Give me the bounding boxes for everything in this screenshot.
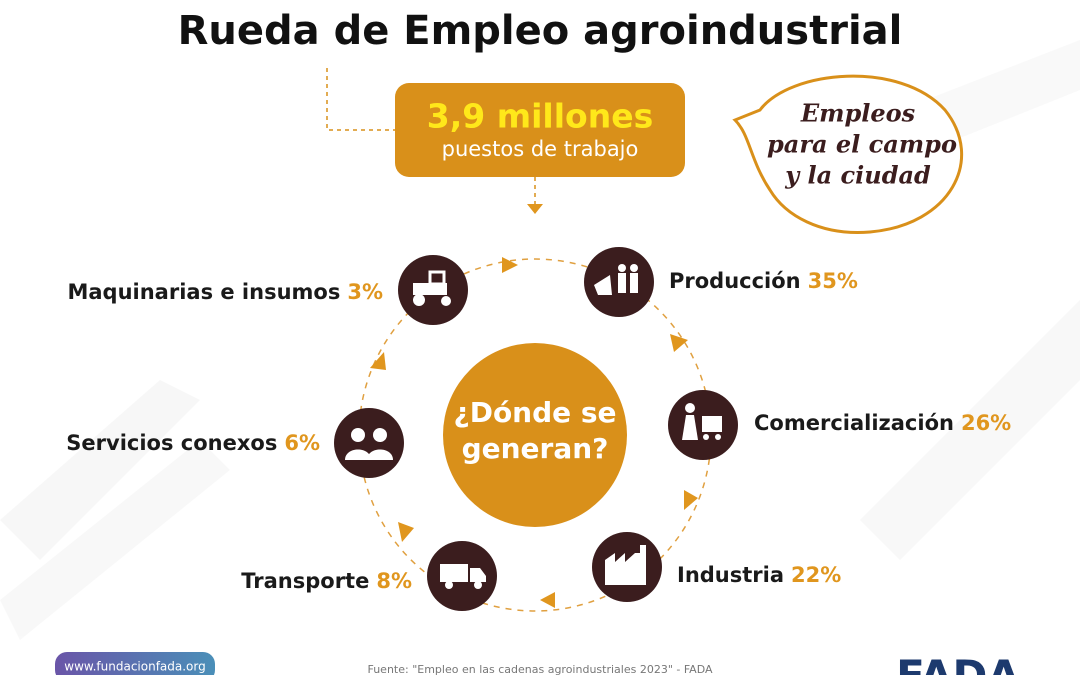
source: Fuente: "Empleo en las cadenas agroindus… (367, 663, 712, 675)
node-icon (668, 390, 738, 460)
speech-bubble (732, 74, 964, 234)
bubble-line: Empleos (800, 99, 916, 128)
arrow (670, 334, 688, 352)
sector: Maquinarias e insumos (67, 280, 340, 304)
sector: Producción (669, 269, 801, 293)
highlight-label: puestos de trabajo (442, 137, 639, 161)
node-label: Producción 35% (669, 269, 858, 293)
wheel-arrows (370, 257, 698, 608)
share: 3% (347, 280, 383, 304)
highlight-value: 3,9 millones (427, 97, 653, 136)
bubble-text: Empleos para el campo y la ciudad (767, 99, 957, 190)
center-text: ¿Dónde se (453, 396, 616, 429)
node-icon (398, 255, 468, 325)
website-pill[interactable] (55, 652, 215, 675)
arrow (527, 204, 543, 214)
center-circle (443, 343, 627, 527)
sector: Comercialización (754, 411, 954, 435)
node-label: Industria 22% (677, 563, 841, 587)
node-icon (584, 247, 654, 317)
share: 8% (376, 569, 412, 593)
arrow (398, 522, 414, 542)
share: 22% (791, 563, 841, 587)
share: 35% (808, 269, 858, 293)
node-icon (592, 532, 662, 602)
node-icon (334, 408, 404, 478)
sector: Servicios conexos (66, 431, 277, 455)
arrow (540, 592, 555, 608)
connector (326, 68, 395, 131)
share: 6% (284, 431, 320, 455)
arrow (502, 257, 518, 273)
node-label: Maquinarias e insumos 3% (67, 280, 383, 304)
bubble-line: para el campo (767, 130, 957, 159)
center-text: generan? (462, 432, 609, 465)
sector: Industria (677, 563, 784, 587)
arrow (684, 490, 698, 510)
logo: FADA (896, 651, 1020, 675)
highlight-box (395, 83, 685, 177)
sector: Transporte (241, 569, 369, 593)
node-label: Comercialización 26% (754, 411, 1011, 435)
share: 26% (961, 411, 1011, 435)
arrow (370, 352, 386, 370)
node-label: Servicios conexos 6% (66, 431, 320, 455)
bubble-line: y la ciudad (784, 161, 931, 190)
node-icon (427, 541, 497, 611)
title: Rueda de Empleo agroindustrial (178, 8, 903, 54)
website[interactable]: www.fundacionfada.org (64, 660, 206, 674)
node-label: Transporte 8% (241, 569, 412, 593)
